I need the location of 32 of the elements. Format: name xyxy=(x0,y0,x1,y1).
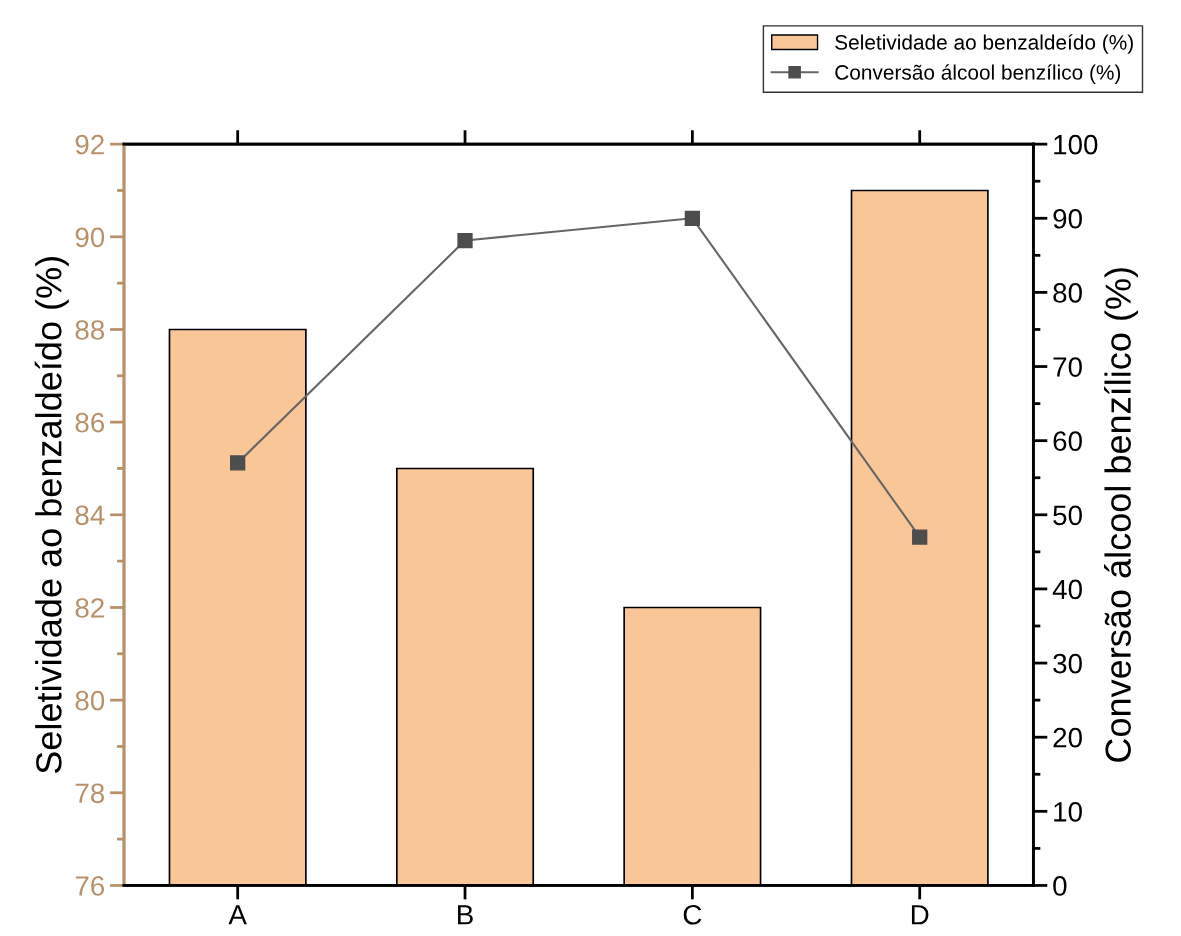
y2-axis-title: Conversão álcool benzílico (%) xyxy=(1104,268,1139,762)
y-tick-label: 78 xyxy=(75,783,105,804)
x-tick-label: B xyxy=(458,905,473,925)
y-tick-label: 82 xyxy=(75,598,104,618)
x-tick-label: D xyxy=(911,905,929,925)
legend-label: Seletividade ao benzaldeído (%) xyxy=(835,34,1133,54)
point xyxy=(457,232,473,249)
y-tick-label: 92 xyxy=(75,134,104,155)
legend-label: Conversão álcool benzílico (%) xyxy=(835,64,1121,84)
y-tick-label: 86 xyxy=(75,412,105,433)
y-tick-label: 90 xyxy=(75,227,105,248)
point xyxy=(230,455,246,471)
y-axis-title: Seletividade ao benzaldeído (%) xyxy=(34,257,69,774)
y2-tick-label: 30 xyxy=(1053,653,1082,674)
y2-tick-label: 100 xyxy=(1054,134,1098,155)
y2-tick-label: 20 xyxy=(1053,727,1082,748)
point xyxy=(684,210,701,226)
y2-tick-label: 90 xyxy=(1053,208,1082,229)
y2-tick-label: 40 xyxy=(1052,579,1082,600)
point xyxy=(912,529,928,545)
x-tick-label: C xyxy=(683,904,702,925)
y2-tick-label: 60 xyxy=(1053,431,1082,452)
y2-tick-label: 80 xyxy=(1053,283,1082,303)
y2-tick-label: 50 xyxy=(1053,505,1082,526)
y-tick-label: 76 xyxy=(75,876,105,896)
y-tick-label: 88 xyxy=(75,320,105,340)
x-tick-label: A xyxy=(228,905,247,925)
y2-tick-label: 0 xyxy=(1053,876,1067,896)
y-tick-label: 80 xyxy=(75,690,105,711)
y2-tick-label: 70 xyxy=(1053,357,1082,377)
y2-tick-label: 10 xyxy=(1054,801,1082,822)
y-tick-label: 84 xyxy=(75,505,105,526)
